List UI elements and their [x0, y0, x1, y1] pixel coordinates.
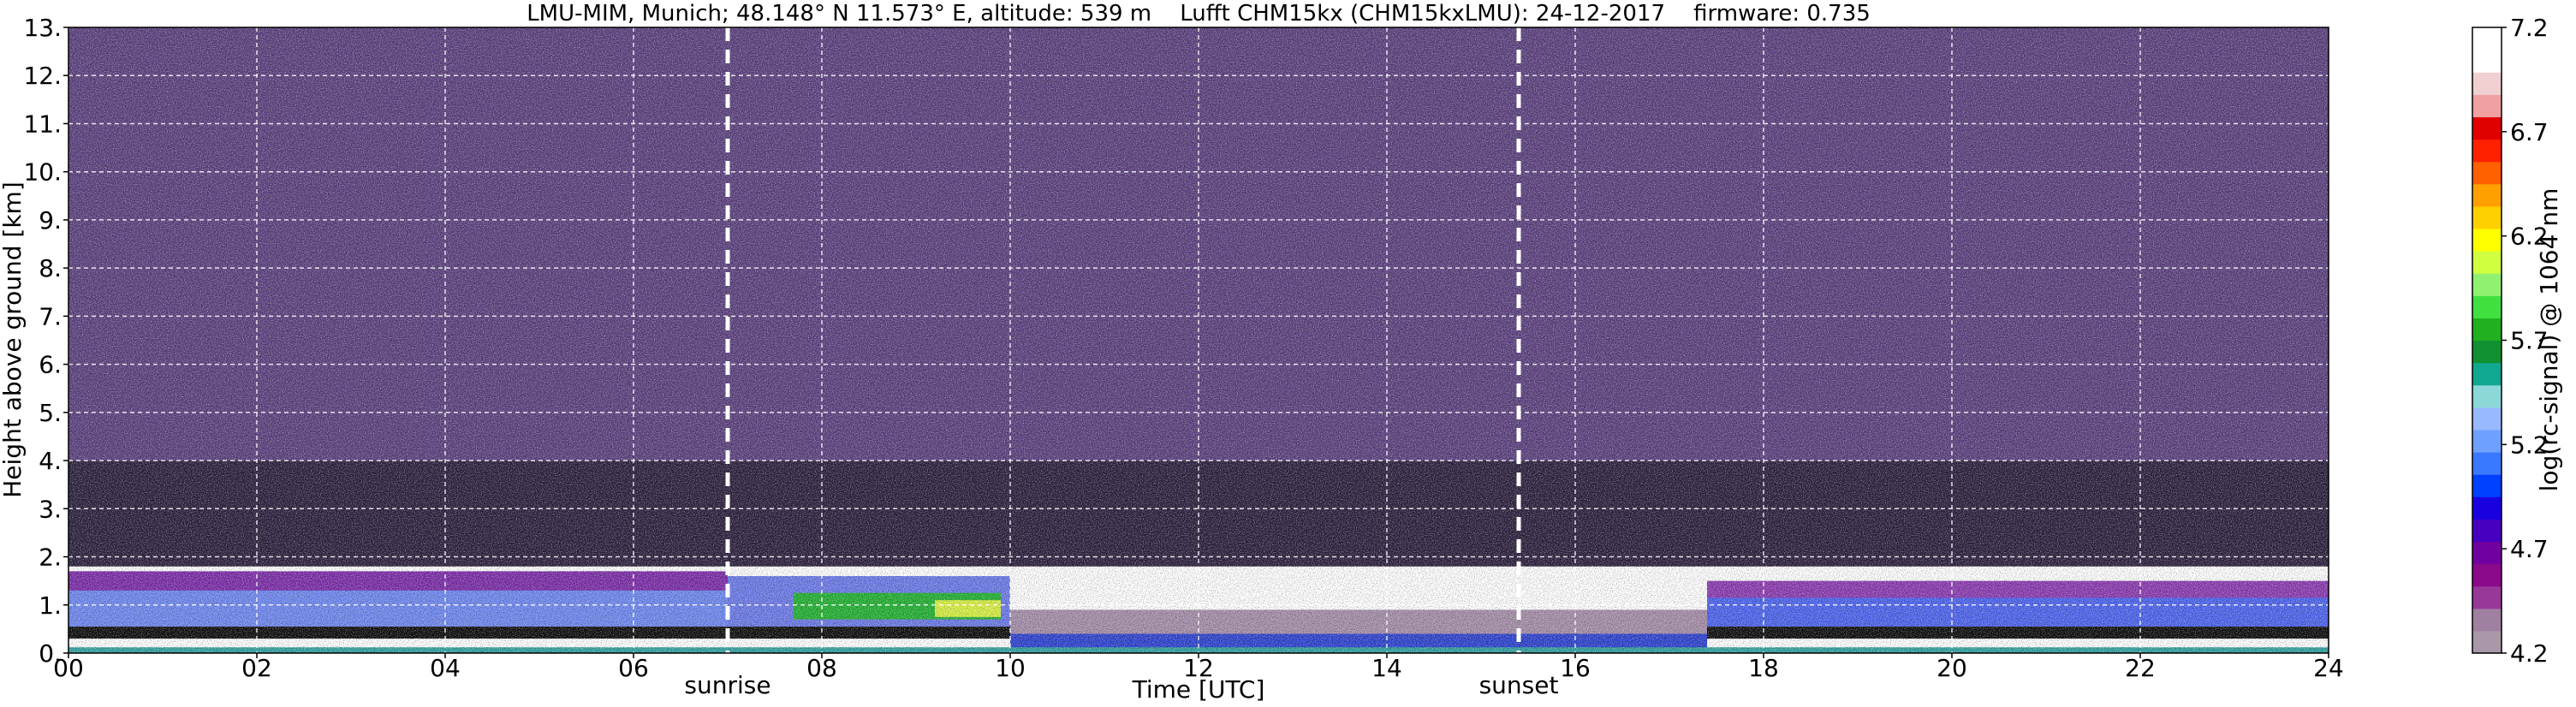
colorbar-segment-18 — [2472, 228, 2502, 252]
colorbar-segment-6 — [2472, 496, 2502, 520]
y-tick-label-7: 7. — [39, 302, 62, 330]
colorbar-segment-12 — [2472, 362, 2502, 386]
x-tick-label-11: 22 — [2125, 654, 2156, 682]
colorbar-segment-26 — [2472, 50, 2502, 73]
chart-title: LMU-MIM, Munich; 48.148° N 11.573° E, al… — [527, 1, 1871, 27]
y-tick-label-11: 11. — [23, 110, 62, 138]
colorbar-tick-label-0: 4.2 — [2510, 639, 2549, 668]
y-tick-label-10: 10. — [23, 158, 62, 187]
y-tick-label-8: 8. — [39, 254, 62, 282]
colorbar — [2472, 27, 2502, 654]
colorbar-tick-label-4: 6.2 — [2510, 223, 2549, 251]
colorbar-tick-label-2: 5.2 — [2510, 431, 2549, 459]
colorbar-segment-13 — [2472, 340, 2502, 364]
y-tick-label-13: 13. — [23, 14, 62, 42]
grid-lines — [68, 27, 2329, 653]
x-axis-label: Time [UTC] — [1132, 675, 1265, 704]
colorbar-segment-17 — [2472, 251, 2502, 274]
y-axis-label: Height above ground [km] — [0, 181, 27, 498]
colorbar-segment-8 — [2472, 452, 2502, 475]
colorbar-tick-label-3: 5.7 — [2510, 327, 2549, 355]
x-tick-label-2: 04 — [430, 654, 461, 682]
x-tick-label-10: 20 — [1936, 654, 1967, 682]
colorbar-segment-1 — [2472, 608, 2502, 632]
colorbar-segment-23 — [2472, 116, 2502, 140]
colorbar-segment-5 — [2472, 519, 2502, 543]
colorbar-tick-label-6: 7.2 — [2510, 14, 2549, 42]
colorbar-segment-25 — [2472, 72, 2502, 95]
x-tick-label-7: 14 — [1371, 654, 1402, 682]
x-tick-label-3: 06 — [618, 654, 649, 682]
colorbar-segment-3 — [2472, 563, 2502, 587]
x-tick-label-5: 10 — [995, 654, 1026, 682]
x-axis-ticks: 00 02 04 06 08 10 12 14 16 18 20 22 24 — [53, 653, 2344, 682]
colorbar-tick-label-1: 4.7 — [2510, 535, 2549, 563]
x-tick-label-6: 12 — [1183, 654, 1214, 682]
event-label-sunrise: sunrise — [684, 671, 770, 699]
colorbar-segment-19 — [2472, 205, 2502, 229]
colorbar-segment-7 — [2472, 474, 2502, 497]
colorbar-segment-0 — [2472, 630, 2502, 654]
x-tick-label-0: 00 — [53, 654, 84, 682]
colorbar-segment-2 — [2472, 585, 2502, 609]
x-tick-label-4: 08 — [806, 654, 837, 682]
colorbar-segment-20 — [2472, 183, 2502, 207]
colorbar-segment-21 — [2472, 161, 2502, 185]
colorbar-segment-27 — [2472, 27, 2502, 50]
event-label-sunset: sunset — [1479, 671, 1559, 699]
colorbar-segment-16 — [2472, 273, 2502, 296]
colorbar-segment-22 — [2472, 139, 2502, 163]
colorbar-segment-24 — [2472, 94, 2502, 118]
x-tick-label-8: 16 — [1560, 654, 1591, 682]
x-tick-label-1: 02 — [241, 654, 272, 682]
event-labels: sunrise sunset — [684, 671, 1558, 699]
y-tick-label-9: 9. — [39, 206, 62, 235]
y-tick-label-1: 1. — [39, 591, 62, 620]
colorbar-segment-4 — [2472, 541, 2502, 565]
colorbar-segment-15 — [2472, 295, 2502, 318]
colorbar-segment-10 — [2472, 407, 2502, 431]
x-tick-label-9: 18 — [1748, 654, 1779, 682]
y-tick-label-0: 0. — [39, 639, 62, 668]
y-tick-label-2: 2. — [39, 544, 62, 572]
plot-area — [68, 27, 2329, 653]
y-tick-label-6: 6. — [39, 351, 62, 379]
colorbar-label: log(rc-signal) @ 1064 nm — [2535, 188, 2563, 492]
colorbar-segment-14 — [2472, 318, 2502, 342]
y-tick-label-12: 12. — [23, 62, 62, 90]
y-tick-label-3: 3. — [39, 495, 62, 523]
y-tick-label-5: 5. — [39, 399, 62, 427]
x-tick-label-12: 24 — [2313, 654, 2344, 682]
colorbar-segment-9 — [2472, 429, 2502, 453]
colorbar-ticks: 4.2 4.7 5.2 5.7 6.2 6.7 7.2 — [2502, 14, 2549, 668]
colorbar-tick-label-5: 6.7 — [2510, 118, 2549, 146]
event-lines — [725, 27, 1521, 653]
y-axis-ticks: 0. 1. 2. 3. 4. 5. 6. 7. 8. 9. 10. 11. 12. 13. — [23, 14, 68, 668]
y-tick-label-4: 4. — [39, 447, 62, 475]
colorbar-segment-11 — [2472, 384, 2502, 408]
